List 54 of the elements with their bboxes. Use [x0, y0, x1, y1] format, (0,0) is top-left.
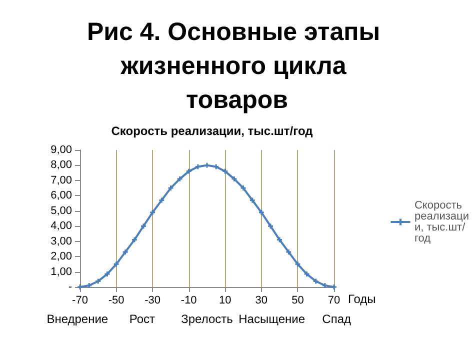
x-tick-label: -10: [180, 294, 197, 306]
point: [194, 163, 202, 170]
chart-title: Рис 4. Основные этапы жизненного цикла товаров: [86, 18, 388, 114]
point: [158, 196, 165, 204]
point: [94, 278, 102, 284]
point: [204, 162, 210, 168]
point: [294, 260, 301, 268]
x-tick-label: -50: [108, 294, 124, 306]
legend-label: Скорость реализации, тыс.шт/год: [414, 200, 470, 244]
chart-subtitle: Скорость реализации, тыс.шт/год: [111, 124, 314, 138]
point: [113, 260, 120, 268]
x-axis-title: Годы: [348, 292, 376, 306]
point: [304, 270, 310, 278]
y-tick-label: 4,00: [50, 220, 72, 232]
y-tick-label: 3,00: [50, 235, 72, 248]
point: [122, 248, 129, 256]
text: Рост: [129, 312, 156, 326]
point: [230, 176, 238, 182]
y-tick-label: 8,00: [50, 159, 72, 172]
text: Зрелость: [181, 312, 233, 326]
x-tick-label: 50: [292, 294, 304, 306]
text: Внедрение: [46, 312, 108, 326]
point: [267, 222, 274, 230]
y-tick-label: 2,00: [50, 250, 72, 263]
point: [140, 222, 147, 230]
point: [131, 236, 138, 244]
y-tick-label: 9,00: [50, 144, 72, 156]
x-tick-label: 70: [328, 294, 340, 306]
x-tick-label: -70: [72, 294, 88, 306]
point: [104, 270, 110, 278]
point: [176, 176, 184, 182]
point: [312, 278, 320, 284]
text: Спад: [322, 312, 352, 326]
point: [222, 168, 228, 175]
point: [86, 282, 92, 289]
point: [186, 168, 192, 175]
point: [276, 236, 283, 244]
y-tick-label: 7,00: [50, 174, 72, 186]
x-tick-label: 10: [219, 294, 232, 306]
x-tick-label: 30: [255, 294, 268, 306]
y-tick-label: 6,00: [50, 190, 72, 202]
point: [167, 184, 174, 192]
point: [240, 184, 247, 192]
y-tick-label: -: [68, 281, 72, 293]
point: [249, 196, 256, 204]
y-tick-label: 5,00: [50, 204, 72, 217]
point: [149, 209, 156, 216]
point: [285, 248, 292, 256]
x-tick-label: -30: [144, 294, 161, 306]
y-tick-label: 1,00: [50, 266, 72, 278]
point: [322, 282, 328, 289]
text: Насыщение: [238, 312, 306, 326]
point: [258, 209, 265, 216]
point: [212, 163, 220, 170]
